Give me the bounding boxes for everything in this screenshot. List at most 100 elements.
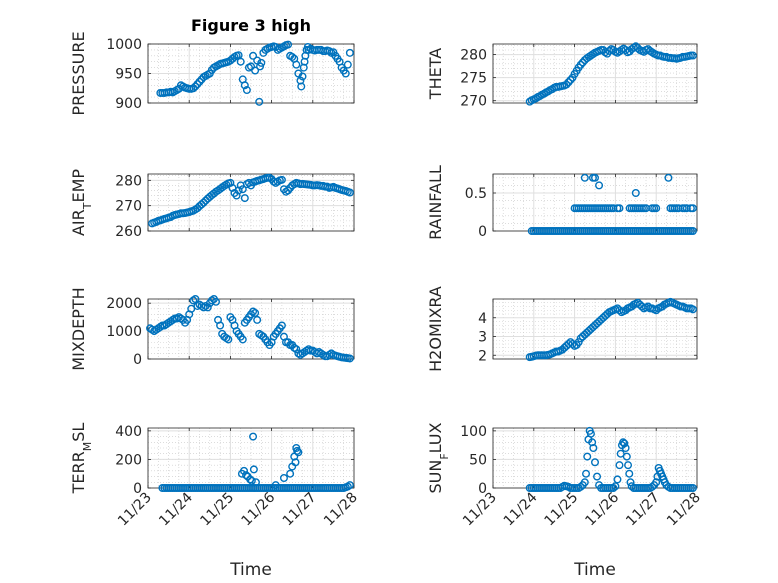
- data-point: [189, 84, 198, 93]
- y-tick-label: 270: [115, 199, 142, 215]
- data-point: [564, 78, 573, 87]
- data-point: [286, 469, 295, 478]
- axes-box: [147, 298, 355, 360]
- data-point: [191, 295, 200, 304]
- data-point: [626, 478, 635, 487]
- y-tick-label: 275: [460, 71, 487, 87]
- y-tick-label: 950: [115, 67, 142, 83]
- y-axis-label: THETA: [426, 48, 445, 100]
- data-point: [586, 429, 595, 438]
- data-point: [240, 81, 249, 90]
- y-tick-label: 2: [478, 348, 487, 364]
- data-point: [249, 432, 258, 441]
- axes-box: [492, 43, 698, 104]
- panel-rainfall: 0 0.5 RAINFALL: [426, 165, 698, 240]
- data-point: [277, 321, 286, 330]
- data-point: [251, 478, 260, 487]
- data-point: [652, 204, 661, 213]
- data-point: [277, 175, 286, 184]
- data-point: [582, 469, 591, 478]
- x-axis-label-left: Time: [229, 560, 272, 580]
- data-point: [625, 469, 634, 478]
- y-tick-label: 0.5: [465, 186, 487, 202]
- data-point: [615, 461, 624, 470]
- data-point: [271, 481, 280, 490]
- y-tick-label: 1000: [106, 37, 142, 53]
- panel-pressure: 900 950 1000 PRESSURE Figure 3 high: [69, 16, 355, 116]
- axes-box: [492, 298, 698, 360]
- data-point: [242, 86, 251, 95]
- data-point: [193, 80, 202, 89]
- axes-box: [147, 173, 355, 232]
- data-point: [631, 188, 640, 197]
- y-tick-label: 100: [460, 424, 487, 440]
- data-point: [343, 60, 352, 69]
- data-point: [255, 97, 264, 106]
- data-point: [236, 57, 245, 66]
- data-point: [251, 308, 260, 317]
- data-point: [195, 77, 204, 86]
- data-point: [284, 40, 293, 49]
- data-point: [613, 475, 622, 484]
- y-tick-label: 260: [115, 224, 142, 240]
- data-point: [622, 452, 631, 461]
- data-point: [578, 58, 587, 67]
- data-point: [688, 51, 697, 60]
- data-point: [593, 472, 602, 481]
- data-point: [232, 191, 241, 200]
- figure-title: Figure 3 high: [191, 16, 311, 35]
- data-point: [224, 335, 233, 344]
- y-tick-label: 280: [115, 173, 142, 189]
- y-tick-label: 400: [115, 424, 142, 440]
- y-axis-label: SUNFLUX: [426, 422, 451, 493]
- data-point: [688, 204, 697, 213]
- y-tick-label: 200: [115, 452, 142, 468]
- data-point: [288, 52, 297, 61]
- data-point: [341, 69, 350, 78]
- panel-h2omixra: 2 3 4 H2OMIXRA: [426, 286, 698, 372]
- y-tick-label: 0: [133, 352, 142, 368]
- data-point: [226, 178, 235, 187]
- data-point: [246, 62, 255, 71]
- data-point: [345, 481, 354, 490]
- data-point: [238, 335, 247, 344]
- data-point: [611, 482, 620, 491]
- y-tick-label: 0: [478, 224, 487, 240]
- data-point: [580, 173, 589, 182]
- y-axis-label: PRESSURE: [69, 31, 88, 115]
- y-axis-label: RAINFALL: [426, 165, 445, 240]
- data-point: [240, 194, 249, 203]
- data-point: [253, 315, 262, 324]
- y-tick-label: 1000: [106, 324, 142, 340]
- data-point: [251, 66, 260, 75]
- y-tick-label: 0: [478, 481, 487, 497]
- data-point: [292, 345, 301, 354]
- panel-theta: 270 275 280 THETA: [426, 42, 698, 110]
- data-point: [294, 448, 303, 457]
- data-point: [621, 444, 630, 453]
- data-point: [257, 58, 266, 67]
- data-point: [291, 458, 300, 467]
- y-axis-label: H2OMIXRA: [426, 286, 445, 372]
- y-tick-label: 3: [478, 330, 487, 346]
- y-tick-label: 280: [460, 48, 487, 64]
- data-point: [576, 482, 585, 491]
- panel-mixdepth: 0 1000 2000 MIXDEPTH: [69, 287, 355, 371]
- data-point: [242, 471, 251, 480]
- y-tick-label: 270: [460, 94, 487, 110]
- data-point: [615, 204, 624, 213]
- data-point: [609, 484, 618, 493]
- axes-box: [492, 427, 698, 489]
- data-point: [688, 305, 697, 314]
- data-point: [616, 449, 625, 458]
- y-axis-label: TERRMSL: [69, 423, 94, 495]
- y-axis-label: MIXDEPTH: [69, 287, 88, 370]
- data-point: [345, 354, 354, 363]
- data-point: [234, 186, 243, 195]
- data-point: [279, 474, 288, 483]
- data-point: [292, 60, 301, 69]
- data-point: [345, 188, 354, 197]
- data-point: [293, 446, 302, 455]
- data-point: [588, 173, 597, 182]
- data-point: [583, 452, 592, 461]
